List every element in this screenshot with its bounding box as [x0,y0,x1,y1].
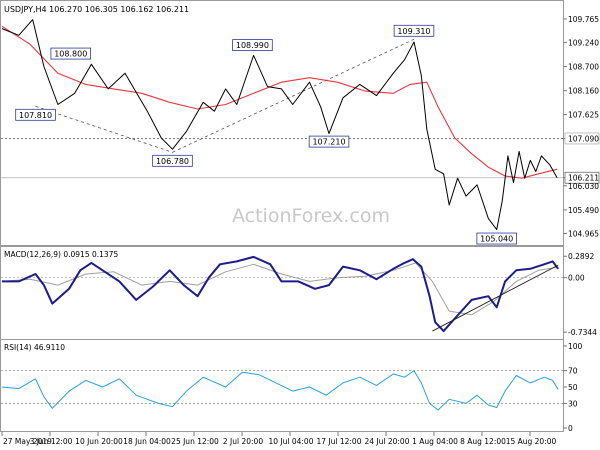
macd-tick-label: 0.2892 [568,252,594,261]
annotation-label: 107.810 [19,111,52,120]
price-tick-label: 105.490 [568,206,599,215]
price-tick-label: 108.700 [568,63,599,72]
annotation-box [50,47,92,60]
macd-tick-label: 0.00 [568,274,585,283]
rsi-line [1,370,559,411]
x-tick-label: 25 Jun 12:00 [171,437,219,446]
annotation-box [15,108,56,121]
watermark: ActionForex.com [232,205,390,227]
annotation-box [393,24,435,37]
annotation-label: 106.780 [156,157,189,166]
x-tick-label: 27 May 2019 [3,437,52,446]
annotation-label: 109.310 [397,27,430,36]
annotation-label: 108.990 [236,41,269,50]
x-tick-label: 15 Aug 20:00 [506,437,557,446]
x-tick-label: 10 Jun 20:00 [75,437,123,446]
rsi-tick-label: 0 [568,424,573,433]
current-price-box [564,171,600,184]
macd-layer: 0.2892 0.00 -0.7344 [1,252,597,337]
annotation-box [476,232,517,245]
x-tick-label: 24 Jul 20:00 [365,437,410,446]
price-tick-label: 109.240 [568,38,599,47]
sma-line [1,25,558,179]
price-panel-title: USDJPY,H4 106.270 106.305 106.162 106.21… [4,5,189,14]
price-tick-label: 107.090 [568,134,599,143]
annotation-label: 108.800 [54,50,87,59]
rsi-tick-label: 30 [568,399,578,408]
x-tick-label: 17 Jul 12:00 [317,437,362,446]
macd-panel-title: MACD(12,26,9) 0.0915 0.1375 [4,250,118,259]
price-tick-label: 106.030 [568,182,599,191]
annotation-label: 107.210 [312,138,345,147]
rsi-tick-label: 100 [568,342,583,351]
price-panel-frame [0,0,564,246]
swing-trendline-0 [35,105,173,153]
rsi-panel-title: RSI(14) 46.9110 [4,343,65,352]
rsi-tick-label: 70 [568,367,578,376]
annotation-box [232,39,273,51]
rsi-panel-frame [0,339,564,432]
x-tick-label: 10 Jul 04:00 [269,437,314,446]
price-tick-label: 109.765 [568,15,599,24]
x-tick-label: 1 Aug 04:00 [412,437,458,446]
x-tick-label: 2 Jul 20:00 [223,437,263,446]
annotation-box [308,135,350,148]
price-tick-label: 107.625 [568,111,599,120]
macd-trendline [432,264,559,332]
macd-panel-frame [0,246,564,340]
price-tick-label: 106.211 [568,174,599,183]
annotation-label: 105.040 [480,235,513,244]
annotation-box [152,154,193,167]
price-line [1,19,558,231]
macd-line [2,255,559,333]
macd-signal-line [1,262,559,316]
x-tick-label: 3 Jun 12:00 [30,437,73,446]
price-tick-label: 108.160 [568,87,599,96]
macd-tick-label: -0.7344 [568,328,597,337]
swing-trendline-1 [172,38,415,153]
level-price-box [564,132,600,145]
x-tick-label: 18 Jun 04:00 [123,437,171,446]
x-tick-label: 8 Aug 12:00 [460,437,506,446]
rsi-layer: 100 70 50 30 0 [1,342,583,433]
price-layer: 109.310 108.990 108.800 107.810 107.210 106.7… [1,15,600,245]
rsi-tick-label: 50 [568,383,578,392]
price-tick-label: 104.965 [568,229,599,238]
